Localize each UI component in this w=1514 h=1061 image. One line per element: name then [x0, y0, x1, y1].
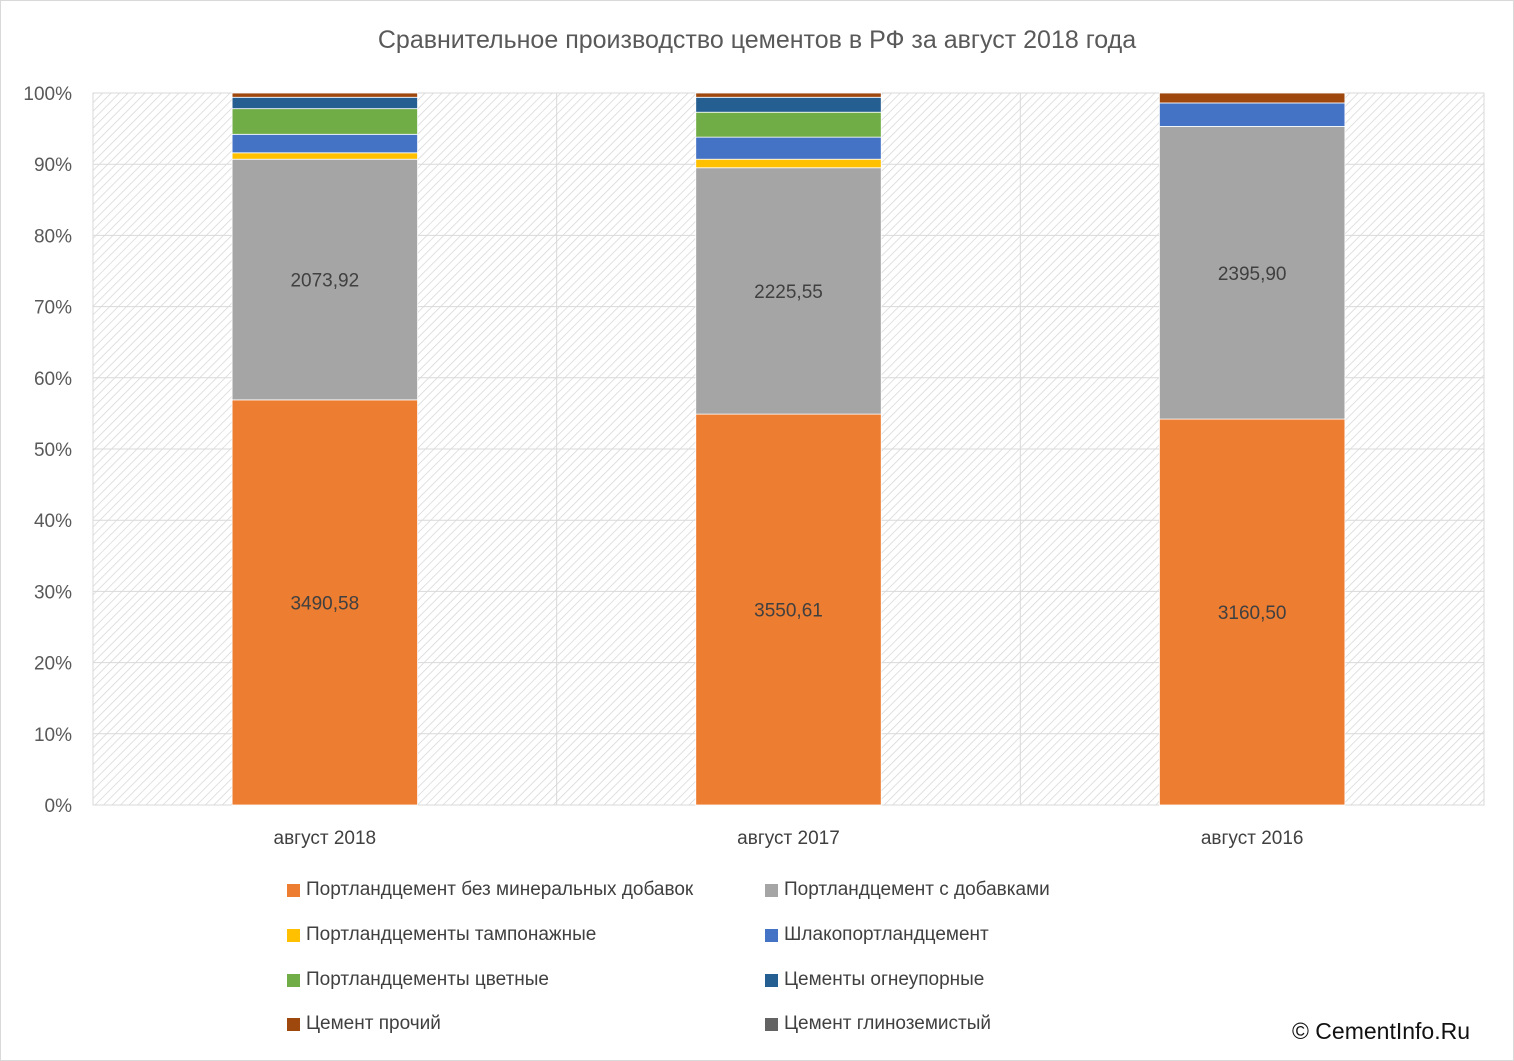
- bar-segment: [231, 133, 418, 154]
- bar-segment: [231, 399, 418, 806]
- bar-segment: [695, 136, 882, 160]
- y-tick-label: 80%: [34, 226, 72, 247]
- bar-segment: [1159, 102, 1346, 127]
- data-label: 2073,92: [290, 271, 359, 292]
- bar-segment: [695, 158, 882, 169]
- bar-segment: [695, 167, 882, 415]
- bar-segment: [695, 413, 882, 806]
- y-tick-label: 20%: [34, 654, 72, 675]
- bar-segment: [231, 158, 418, 401]
- data-label: 3550,61: [754, 601, 823, 622]
- y-tick-label: 40%: [34, 511, 72, 532]
- chart-title: Сравнительное производство цементов в РФ…: [377, 26, 1137, 54]
- bar-segment: [231, 152, 418, 160]
- bar-segment: [231, 96, 418, 110]
- bar-segment: [695, 92, 882, 98]
- bar-segment: [1159, 418, 1346, 806]
- copyright-text: © CementInfo.Ru: [1291, 1018, 1470, 1044]
- data-label: 3160,50: [1218, 603, 1287, 624]
- x-tick-label: август 2017: [737, 828, 840, 849]
- bar-segment: [231, 108, 418, 135]
- y-tick-label: 70%: [34, 298, 72, 319]
- bar-segment: [695, 96, 882, 113]
- y-tick-label: 100%: [23, 84, 72, 105]
- y-tick-label: 90%: [34, 155, 72, 176]
- y-tick-label: 30%: [34, 582, 72, 603]
- x-tick-label: август 2018: [274, 828, 377, 849]
- y-tick-label: 10%: [34, 725, 72, 746]
- y-tick-label: 0%: [45, 796, 73, 817]
- data-label: 3490,58: [290, 593, 359, 614]
- bar-segment: [231, 92, 418, 98]
- bar-segment: [695, 111, 882, 138]
- x-tick-label: август 2016: [1201, 828, 1304, 849]
- y-tick-label: 50%: [34, 440, 72, 461]
- data-label: 2225,55: [754, 282, 823, 303]
- data-label: 2395,90: [1218, 264, 1287, 285]
- bar-segment: [1159, 126, 1346, 420]
- y-tick-label: 60%: [34, 369, 72, 390]
- bar-segment: [1159, 92, 1346, 104]
